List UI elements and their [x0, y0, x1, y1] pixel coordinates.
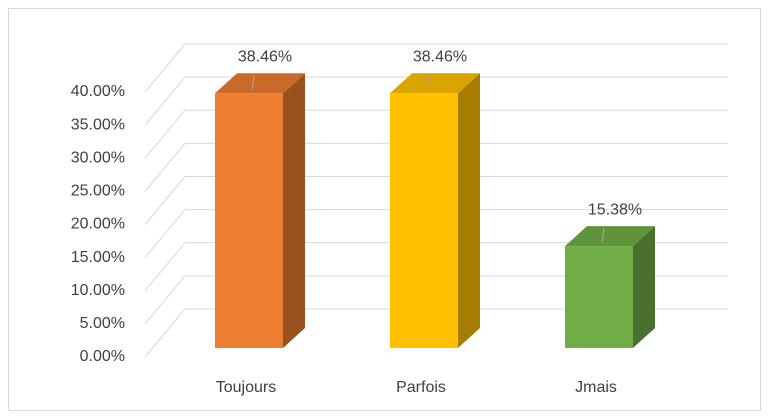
label-leader: [601, 228, 605, 244]
x-tick-label: Toujours: [216, 379, 276, 396]
bar: [390, 93, 458, 348]
grid-line: [144, 242, 728, 292]
y-tick-label: 40.00%: [71, 83, 125, 100]
y-tick-label: 0.00%: [80, 348, 125, 365]
data-label: 38.46%: [238, 48, 292, 65]
data-label: 38.46%: [413, 48, 467, 65]
bar: [215, 93, 283, 348]
grid-line: [144, 76, 728, 126]
bar-top: [390, 73, 480, 94]
y-tick-label: 5.00%: [80, 315, 125, 332]
grid-line: [144, 43, 728, 93]
label-leader: [251, 75, 255, 91]
grid-line: [144, 109, 728, 159]
bar-side: [283, 73, 305, 348]
y-tick-label: 35.00%: [71, 116, 125, 133]
bar-side: [633, 226, 655, 348]
y-tick-label: 30.00%: [71, 149, 125, 166]
y-tick-label: 15.00%: [71, 249, 125, 266]
bar-side: [458, 73, 480, 348]
data-label: 15.38%: [588, 201, 642, 218]
grid-line: [144, 176, 728, 225]
y-tick-label: 10.00%: [71, 282, 125, 299]
x-tick-label: Jmais: [575, 379, 617, 396]
grid-line: [144, 308, 728, 358]
grid-line: [144, 275, 728, 325]
x-tick-label: Parfois: [396, 379, 446, 396]
label-leader: [426, 75, 430, 91]
bar-top: [215, 73, 305, 94]
bar: [565, 246, 633, 348]
grid-line: [144, 142, 728, 192]
y-tick-label: 25.00%: [71, 183, 125, 200]
y-tick-label: 20.00%: [71, 216, 125, 233]
grid-line: [144, 209, 728, 258]
bar-top: [565, 226, 655, 247]
